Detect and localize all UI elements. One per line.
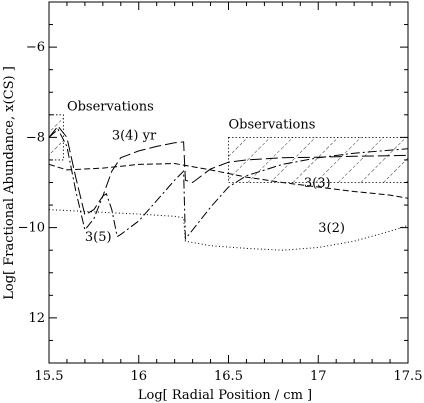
annotation-1: Observations: [67, 99, 154, 114]
tick-labels: 15.5 16 16.5 17 17.5 −6 −8 −10 12: [18, 40, 423, 384]
observation-regions: [49, 114, 408, 183]
series-line-4: [49, 128, 408, 241]
series-line-1: [49, 209, 408, 251]
x-tick-label: 17.5: [394, 369, 423, 384]
x-tick-label: 17: [310, 369, 327, 384]
y-axis-label: Log[ Fractional Abundance, x(CS) ]: [2, 66, 17, 300]
x-tick-label: 16: [130, 369, 147, 384]
y-tick-label: −8: [26, 130, 45, 145]
series-line-2: [49, 162, 408, 199]
x-tick-label: 16.5: [214, 369, 243, 384]
x-tick-label: 15.5: [35, 369, 64, 384]
annotation-4: 3(3): [304, 176, 331, 191]
annotation-6: 3(2): [318, 221, 345, 236]
annotation-3: 3(4) yr: [112, 129, 157, 144]
y-tick-label: −10: [18, 221, 45, 236]
observation-region-2: [228, 136, 408, 183]
series-layer: [49, 125, 408, 251]
axis-ticks: [48, 2, 409, 363]
annotations: Observations Observations 3(4) yr 3(3) 3(5) 3…: [67, 99, 345, 245]
annotation-2: Observations: [229, 117, 316, 132]
series-line-3: [49, 125, 408, 216]
y-tick-label: 12: [28, 311, 45, 326]
annotation-5: 3(5): [85, 230, 112, 245]
x-axis-label: Log[ Radial Position / cm ]: [138, 388, 312, 403]
y-tick-label: −6: [26, 40, 45, 55]
